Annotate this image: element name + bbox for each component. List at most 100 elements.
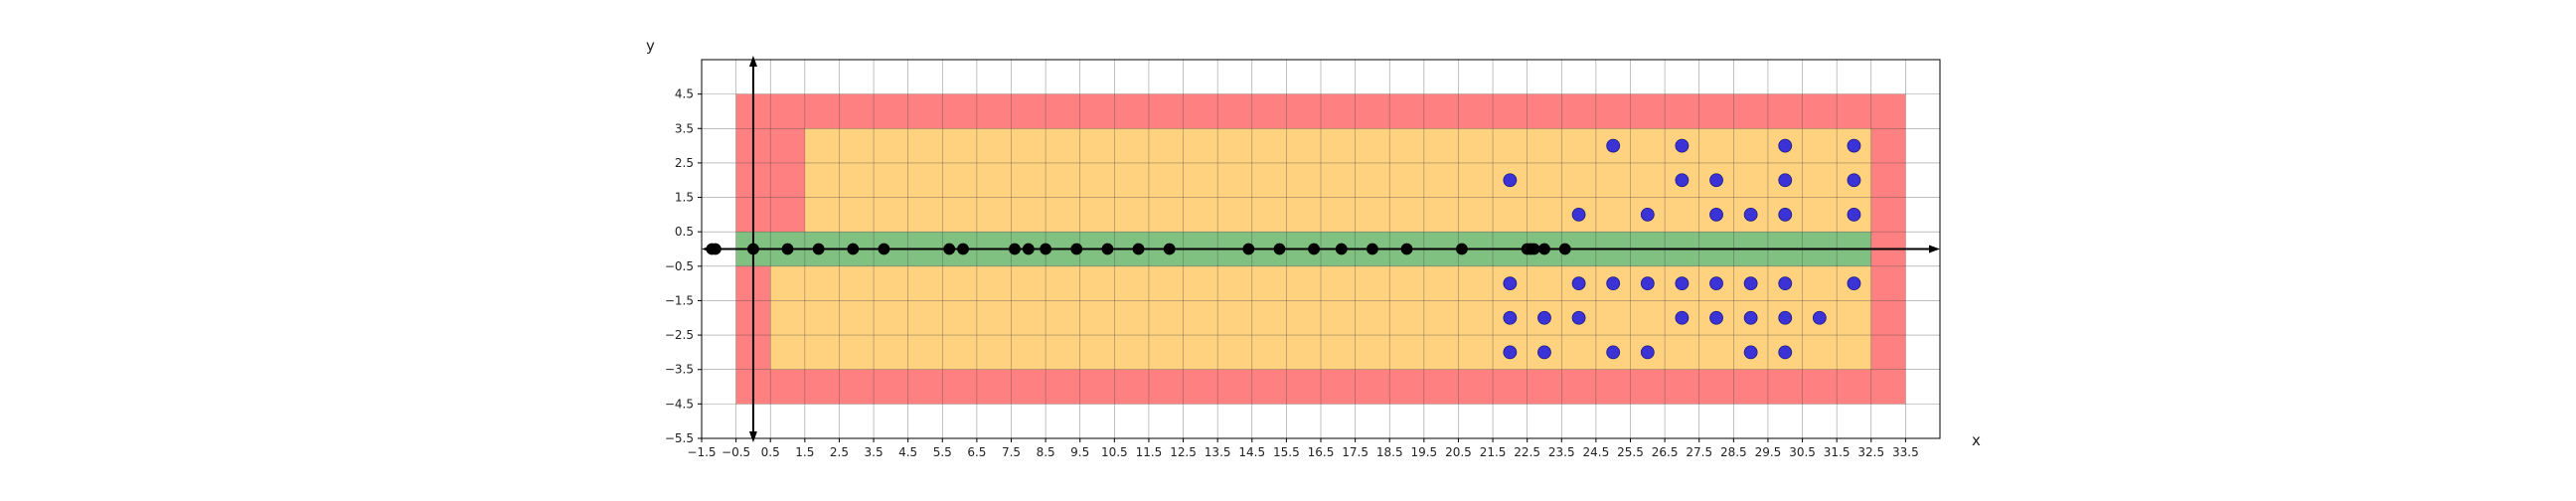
x-tick-label: 16.5 xyxy=(1308,445,1335,459)
data-point-black xyxy=(709,243,722,255)
data-point-blue xyxy=(1778,345,1793,360)
data-point-black xyxy=(1132,243,1145,255)
x-tick-label: 29.5 xyxy=(1755,445,1782,459)
data-point-black xyxy=(1022,243,1035,255)
data-point-blue xyxy=(1571,310,1586,325)
data-point-blue xyxy=(1709,276,1723,291)
data-point-black xyxy=(1163,243,1176,255)
data-point-blue xyxy=(1537,310,1551,325)
x-tick-label: 19.5 xyxy=(1410,445,1437,459)
data-point-blue xyxy=(1778,173,1793,188)
data-point-black xyxy=(1456,243,1468,255)
data-point-blue xyxy=(1503,310,1518,325)
x-tick-label: 5.5 xyxy=(933,445,952,459)
x-tick-label: 31.5 xyxy=(1824,445,1851,459)
x-tick-label: 24.5 xyxy=(1583,445,1610,459)
x-tick-label: 6.5 xyxy=(967,445,986,459)
x-tick-label: 12.5 xyxy=(1170,445,1197,459)
y-tick-label: −2.5 xyxy=(665,328,694,342)
y-tick-label: 4.5 xyxy=(675,87,694,101)
data-point-black xyxy=(1538,243,1550,255)
region-orange-top xyxy=(804,128,1871,233)
data-point-blue xyxy=(1743,207,1758,222)
x-tick-label: −1.5 xyxy=(687,445,716,459)
data-point-blue xyxy=(1675,173,1690,188)
data-point-blue xyxy=(1743,276,1758,291)
data-point-blue xyxy=(1675,138,1690,153)
y-tick-label: −3.5 xyxy=(665,363,694,377)
data-point-blue xyxy=(1640,345,1655,360)
data-point-black xyxy=(1101,243,1114,255)
data-point-blue xyxy=(1606,138,1621,153)
x-tick-label: 28.5 xyxy=(1720,445,1747,459)
data-point-blue xyxy=(1640,276,1655,291)
data-point-blue xyxy=(1847,173,1861,188)
data-point-blue xyxy=(1847,207,1861,222)
data-point-blue xyxy=(1571,207,1586,222)
x-tick-label: 11.5 xyxy=(1136,445,1163,459)
data-point-black xyxy=(1040,243,1052,255)
x-tick-label: 10.5 xyxy=(1101,445,1128,459)
x-tick-label: 25.5 xyxy=(1617,445,1644,459)
y-tick-label: −0.5 xyxy=(665,259,694,273)
x-tick-label: 27.5 xyxy=(1686,445,1712,459)
data-point-blue xyxy=(1606,345,1621,360)
data-point-blue xyxy=(1709,310,1723,325)
data-point-black xyxy=(847,243,860,255)
data-point-blue xyxy=(1778,310,1793,325)
data-point-blue xyxy=(1675,276,1690,291)
data-point-blue xyxy=(1709,173,1723,188)
data-point-black xyxy=(1367,243,1378,255)
data-point-blue xyxy=(1709,207,1723,222)
data-point-blue xyxy=(1537,345,1551,360)
x-tick-label: 32.5 xyxy=(1857,445,1884,459)
x-tick-label: 1.5 xyxy=(795,445,814,459)
data-point-black xyxy=(812,243,825,255)
data-point-black xyxy=(878,243,890,255)
x-tick-label: 13.5 xyxy=(1205,445,1231,459)
y-axis-label: y xyxy=(646,37,655,55)
x-tick-label: −0.5 xyxy=(722,445,750,459)
y-tick-label: 1.5 xyxy=(675,191,694,205)
data-point-blue xyxy=(1675,310,1690,325)
x-tick-label: 33.5 xyxy=(1892,445,1919,459)
x-axis-label: x xyxy=(1972,431,1981,449)
x-tick-label: 22.5 xyxy=(1514,445,1540,459)
x-tick-label: 4.5 xyxy=(898,445,917,459)
data-point-blue xyxy=(1571,276,1586,291)
data-point-black xyxy=(1558,243,1571,255)
x-tick-label: 30.5 xyxy=(1789,445,1816,459)
x-tick-label: 7.5 xyxy=(1002,445,1021,459)
data-point-blue xyxy=(1503,276,1518,291)
data-point-black xyxy=(747,243,759,255)
x-tick-label: 20.5 xyxy=(1445,445,1472,459)
x-tick-label: 23.5 xyxy=(1548,445,1575,459)
data-point-black xyxy=(943,243,956,255)
data-point-black xyxy=(957,243,969,255)
data-point-blue xyxy=(1503,345,1518,360)
x-tick-label: 0.5 xyxy=(761,445,780,459)
y-tick-label: −5.5 xyxy=(665,431,694,445)
data-point-blue xyxy=(1743,345,1758,360)
data-point-blue xyxy=(1778,138,1793,153)
data-point-blue xyxy=(1778,276,1793,291)
y-tick-label: −4.5 xyxy=(665,397,694,411)
y-tick-label: 3.5 xyxy=(675,121,694,135)
x-tick-label: 17.5 xyxy=(1342,445,1368,459)
data-point-blue xyxy=(1743,310,1758,325)
data-point-blue xyxy=(1640,207,1655,222)
data-point-black xyxy=(1335,243,1348,255)
x-tick-label: 18.5 xyxy=(1376,445,1403,459)
points-layer xyxy=(706,138,1861,360)
data-point-black xyxy=(1400,243,1413,255)
data-point-blue xyxy=(1606,276,1621,291)
y-tick-label: 0.5 xyxy=(675,225,694,239)
data-point-blue xyxy=(1812,310,1827,325)
y-tick-label: 2.5 xyxy=(675,156,694,170)
data-point-black xyxy=(1242,243,1255,255)
x-tick-label: 26.5 xyxy=(1652,445,1679,459)
y-tick-label: −1.5 xyxy=(665,293,694,307)
x-tick-label: 2.5 xyxy=(830,445,849,459)
x-tick-label: 21.5 xyxy=(1480,445,1507,459)
data-point-black xyxy=(1528,243,1540,255)
